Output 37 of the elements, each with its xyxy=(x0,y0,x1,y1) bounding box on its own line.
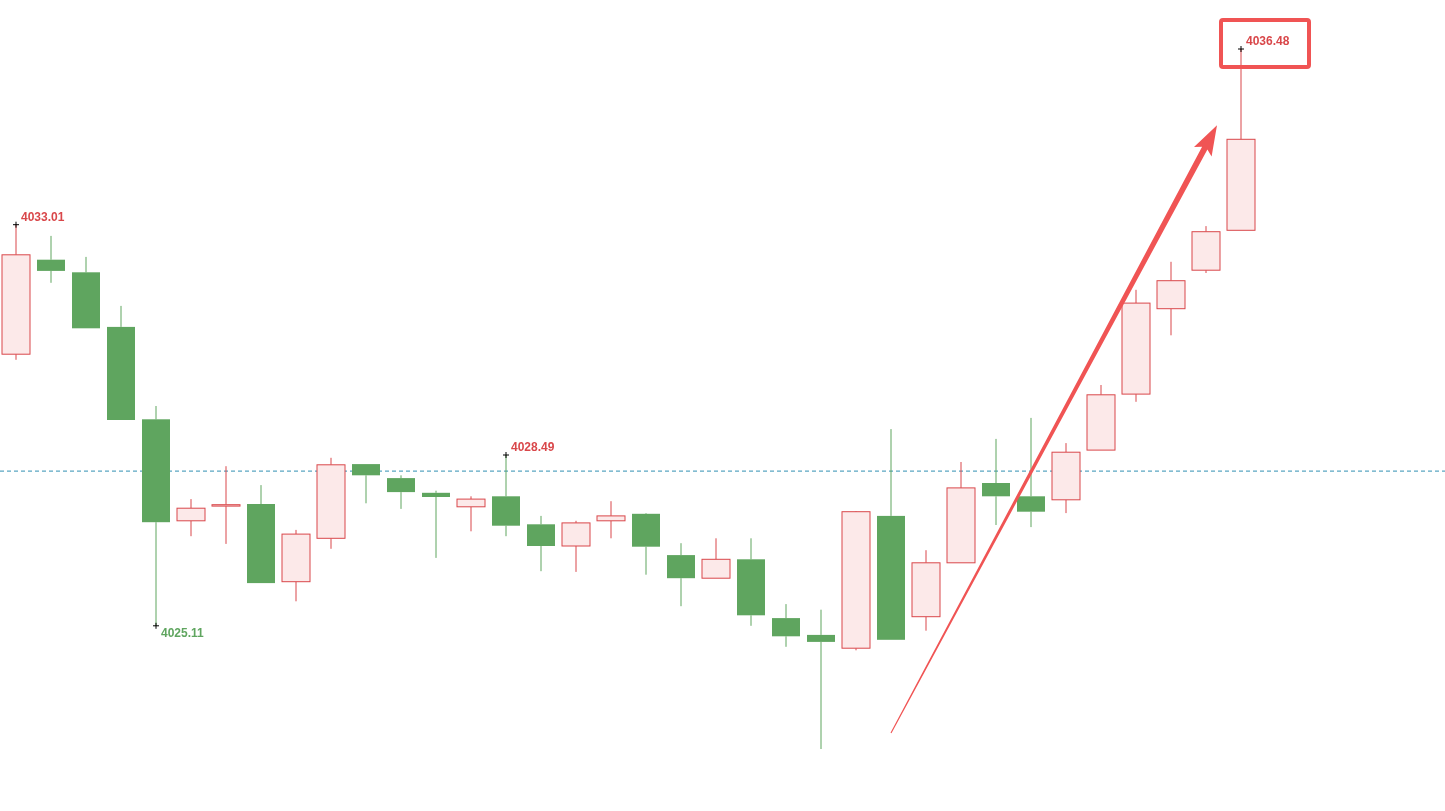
candlestick xyxy=(982,438,1010,526)
candlestick xyxy=(1226,48,1256,231)
candlestick xyxy=(176,498,206,537)
candlestick xyxy=(352,464,380,504)
candlestick xyxy=(1051,442,1081,514)
annotation: 4025.11 xyxy=(161,625,205,640)
candlestick xyxy=(281,529,311,602)
candlestick xyxy=(211,465,241,545)
candlestick xyxy=(561,520,591,573)
candlestick xyxy=(456,495,486,532)
candlestick xyxy=(37,235,65,284)
candlestick xyxy=(1086,384,1116,451)
candlestick xyxy=(911,549,941,632)
candlestick xyxy=(807,609,835,750)
candlestick xyxy=(387,474,415,510)
candlestick xyxy=(527,515,555,572)
candlestick xyxy=(1121,289,1151,403)
text: 4036.48 xyxy=(1246,34,1290,48)
candlestick xyxy=(492,454,520,537)
candlestick xyxy=(1156,261,1186,336)
candlestick xyxy=(877,428,905,640)
candlestick xyxy=(596,500,626,539)
candlestick xyxy=(247,484,275,584)
candlestick xyxy=(422,490,450,559)
candlestick xyxy=(316,457,346,550)
candlestick xyxy=(107,305,135,420)
annotation: 4028.49 xyxy=(511,440,555,454)
candlestick xyxy=(632,513,660,576)
candlestick xyxy=(72,256,100,329)
candlestick xyxy=(737,537,765,627)
candlestick xyxy=(772,603,800,648)
candlestick xyxy=(1191,225,1221,274)
candlestick xyxy=(946,461,976,564)
candlestick xyxy=(667,542,695,607)
annotation: 4033.01 xyxy=(21,209,65,224)
candlestick xyxy=(701,537,731,579)
candlestick xyxy=(1017,417,1045,528)
